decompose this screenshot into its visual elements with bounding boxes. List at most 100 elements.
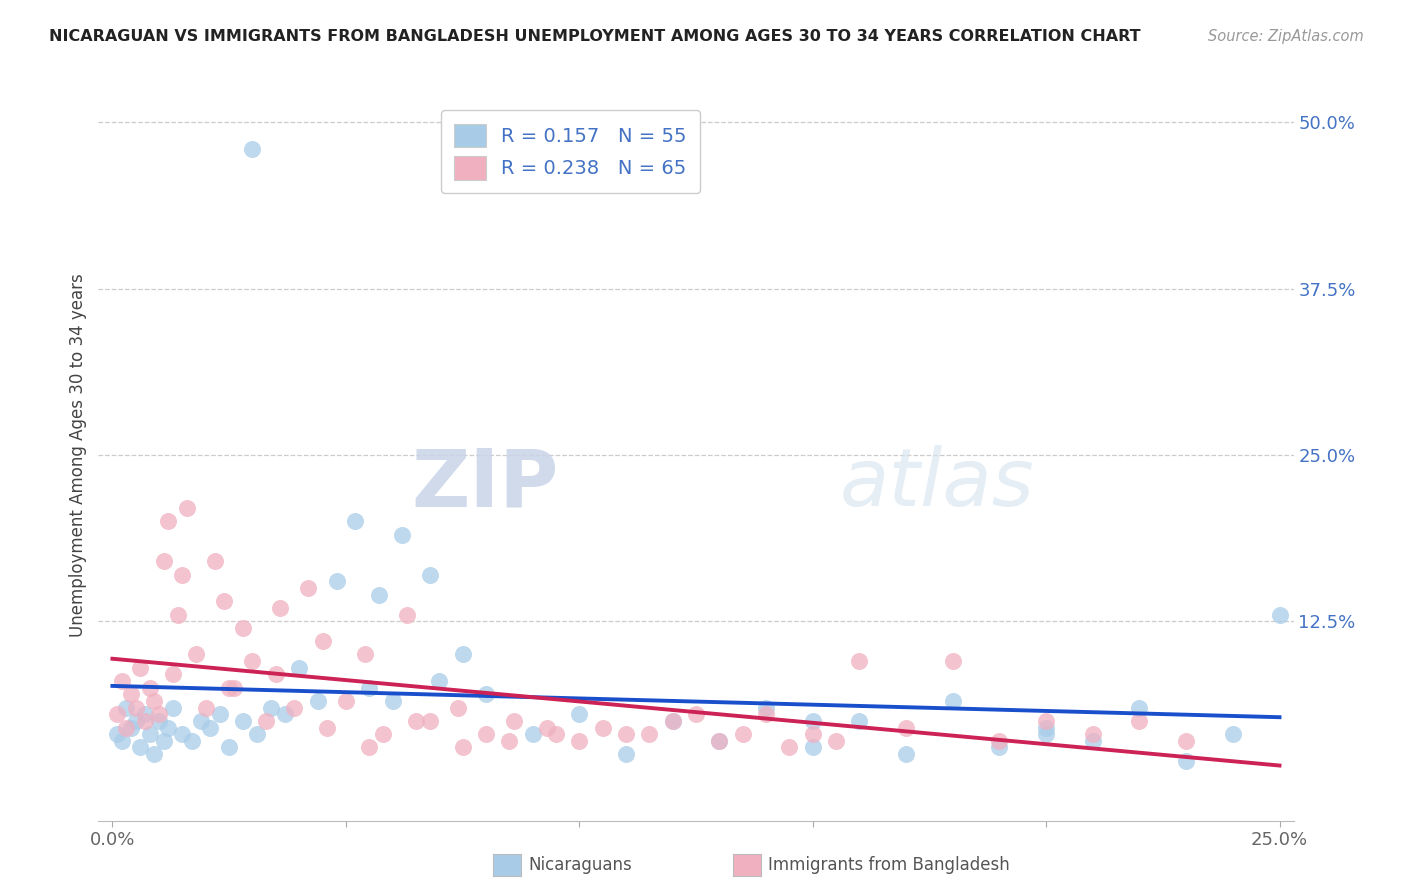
Point bbox=[105, 727, 128, 741]
Y-axis label: Unemployment Among Ages 30 to 34 years: Unemployment Among Ages 30 to 34 years bbox=[69, 273, 87, 637]
Point bbox=[568, 734, 591, 748]
Point bbox=[242, 142, 264, 156]
Point bbox=[988, 740, 1011, 755]
Point bbox=[661, 714, 683, 728]
Point bbox=[1035, 721, 1057, 735]
Point bbox=[125, 700, 148, 714]
Point bbox=[848, 654, 870, 668]
Point bbox=[825, 734, 848, 748]
Text: Immigrants from Bangladesh: Immigrants from Bangladesh bbox=[768, 855, 1010, 874]
Point bbox=[344, 515, 367, 529]
Point bbox=[373, 727, 395, 741]
Point bbox=[143, 694, 166, 708]
Point bbox=[105, 707, 128, 722]
Point bbox=[242, 654, 264, 668]
Point bbox=[568, 707, 591, 722]
Point bbox=[152, 554, 174, 568]
Point bbox=[801, 740, 824, 755]
Point bbox=[614, 747, 637, 761]
Point bbox=[359, 740, 381, 755]
Point bbox=[152, 734, 174, 748]
Point bbox=[115, 721, 138, 735]
Point bbox=[447, 700, 470, 714]
Point bbox=[988, 734, 1011, 748]
Point bbox=[134, 714, 156, 728]
Point bbox=[359, 681, 381, 695]
Point bbox=[395, 607, 418, 622]
Point bbox=[801, 714, 824, 728]
Point bbox=[260, 700, 283, 714]
Point bbox=[115, 700, 138, 714]
Point bbox=[894, 747, 917, 761]
Point bbox=[222, 681, 245, 695]
Point bbox=[451, 648, 474, 662]
Point bbox=[218, 740, 240, 755]
Point bbox=[614, 727, 637, 741]
Point bbox=[638, 727, 661, 741]
Point bbox=[801, 727, 824, 741]
Point bbox=[162, 667, 184, 681]
Point bbox=[848, 714, 870, 728]
Point bbox=[498, 734, 520, 748]
Text: ZIP: ZIP bbox=[412, 445, 558, 524]
Point bbox=[194, 700, 217, 714]
Point bbox=[661, 714, 683, 728]
Text: Source: ZipAtlas.com: Source: ZipAtlas.com bbox=[1208, 29, 1364, 44]
Point bbox=[1128, 714, 1150, 728]
Point bbox=[325, 574, 347, 589]
Point bbox=[1128, 700, 1150, 714]
Point bbox=[148, 707, 170, 722]
Point bbox=[405, 714, 427, 728]
Point bbox=[139, 727, 162, 741]
Point bbox=[148, 714, 170, 728]
Point bbox=[367, 588, 389, 602]
Point bbox=[1175, 754, 1198, 768]
Point bbox=[1175, 734, 1198, 748]
Point bbox=[288, 661, 311, 675]
Point bbox=[419, 714, 441, 728]
Point bbox=[111, 734, 134, 748]
Point bbox=[129, 661, 152, 675]
Point bbox=[129, 740, 152, 755]
Point bbox=[427, 673, 450, 688]
Point bbox=[709, 734, 731, 748]
Point bbox=[190, 714, 212, 728]
Point bbox=[475, 727, 498, 741]
Point bbox=[256, 714, 278, 728]
Point bbox=[1268, 607, 1291, 622]
Point bbox=[1035, 714, 1057, 728]
Text: atlas: atlas bbox=[839, 445, 1035, 524]
Point bbox=[778, 740, 800, 755]
Point bbox=[232, 714, 254, 728]
Point bbox=[755, 707, 778, 722]
Point bbox=[134, 707, 156, 722]
Point bbox=[353, 648, 375, 662]
Point bbox=[522, 727, 544, 741]
Point bbox=[172, 727, 194, 741]
Point bbox=[180, 734, 202, 748]
Point bbox=[166, 607, 188, 622]
Point bbox=[1222, 727, 1244, 741]
Point bbox=[200, 721, 222, 735]
Legend: R = 0.157   N = 55, R = 0.238   N = 65: R = 0.157 N = 55, R = 0.238 N = 65 bbox=[441, 110, 700, 194]
Point bbox=[335, 694, 357, 708]
Point bbox=[1081, 727, 1104, 741]
Point bbox=[391, 527, 413, 541]
Point bbox=[536, 721, 558, 735]
Point bbox=[311, 634, 333, 648]
Text: Nicaraguans: Nicaraguans bbox=[529, 855, 633, 874]
Point bbox=[709, 734, 731, 748]
Point bbox=[475, 687, 498, 701]
Point bbox=[218, 681, 240, 695]
Point bbox=[592, 721, 614, 735]
Point bbox=[246, 727, 269, 741]
Point bbox=[274, 707, 297, 722]
Point bbox=[162, 700, 184, 714]
Point bbox=[186, 648, 208, 662]
Point bbox=[731, 727, 754, 741]
Point bbox=[176, 501, 198, 516]
Point bbox=[451, 740, 474, 755]
Point bbox=[264, 667, 287, 681]
Point bbox=[120, 687, 142, 701]
Point bbox=[120, 721, 142, 735]
